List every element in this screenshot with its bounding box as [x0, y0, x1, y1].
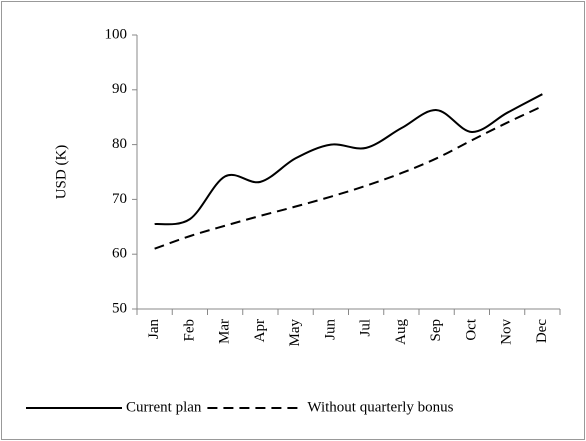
x-tick-label: Sep [428, 319, 444, 342]
x-tick-label: May [287, 319, 303, 347]
y-tick-label: 70 [112, 191, 127, 207]
y-tick-label: 100 [105, 26, 128, 42]
x-tick-label: Aug [393, 319, 409, 345]
x-tick-label: Nov [499, 319, 515, 345]
legend-label: Without quarterly bonus [307, 399, 453, 415]
x-tick-label: Dec [534, 319, 550, 343]
x-tick-label: Apr [252, 319, 268, 342]
x-tick-label: Jan [146, 319, 162, 339]
legend-label: Current plan [126, 399, 202, 415]
x-tick-label: Mar [217, 319, 233, 344]
series-line [154, 93, 543, 226]
y-tick-label: 90 [112, 81, 127, 97]
y-tick-label: 50 [112, 300, 127, 316]
x-tick-label: Jul [358, 319, 374, 337]
y-tick-label: 80 [112, 136, 127, 152]
x-tick-label: Feb [181, 319, 197, 342]
x-tick-label: Oct [463, 318, 479, 340]
series-line [154, 105, 543, 250]
y-axis-label: USD (K) [53, 145, 69, 200]
y-tick-label: 60 [112, 246, 127, 262]
x-tick-label: Jun [322, 319, 338, 340]
